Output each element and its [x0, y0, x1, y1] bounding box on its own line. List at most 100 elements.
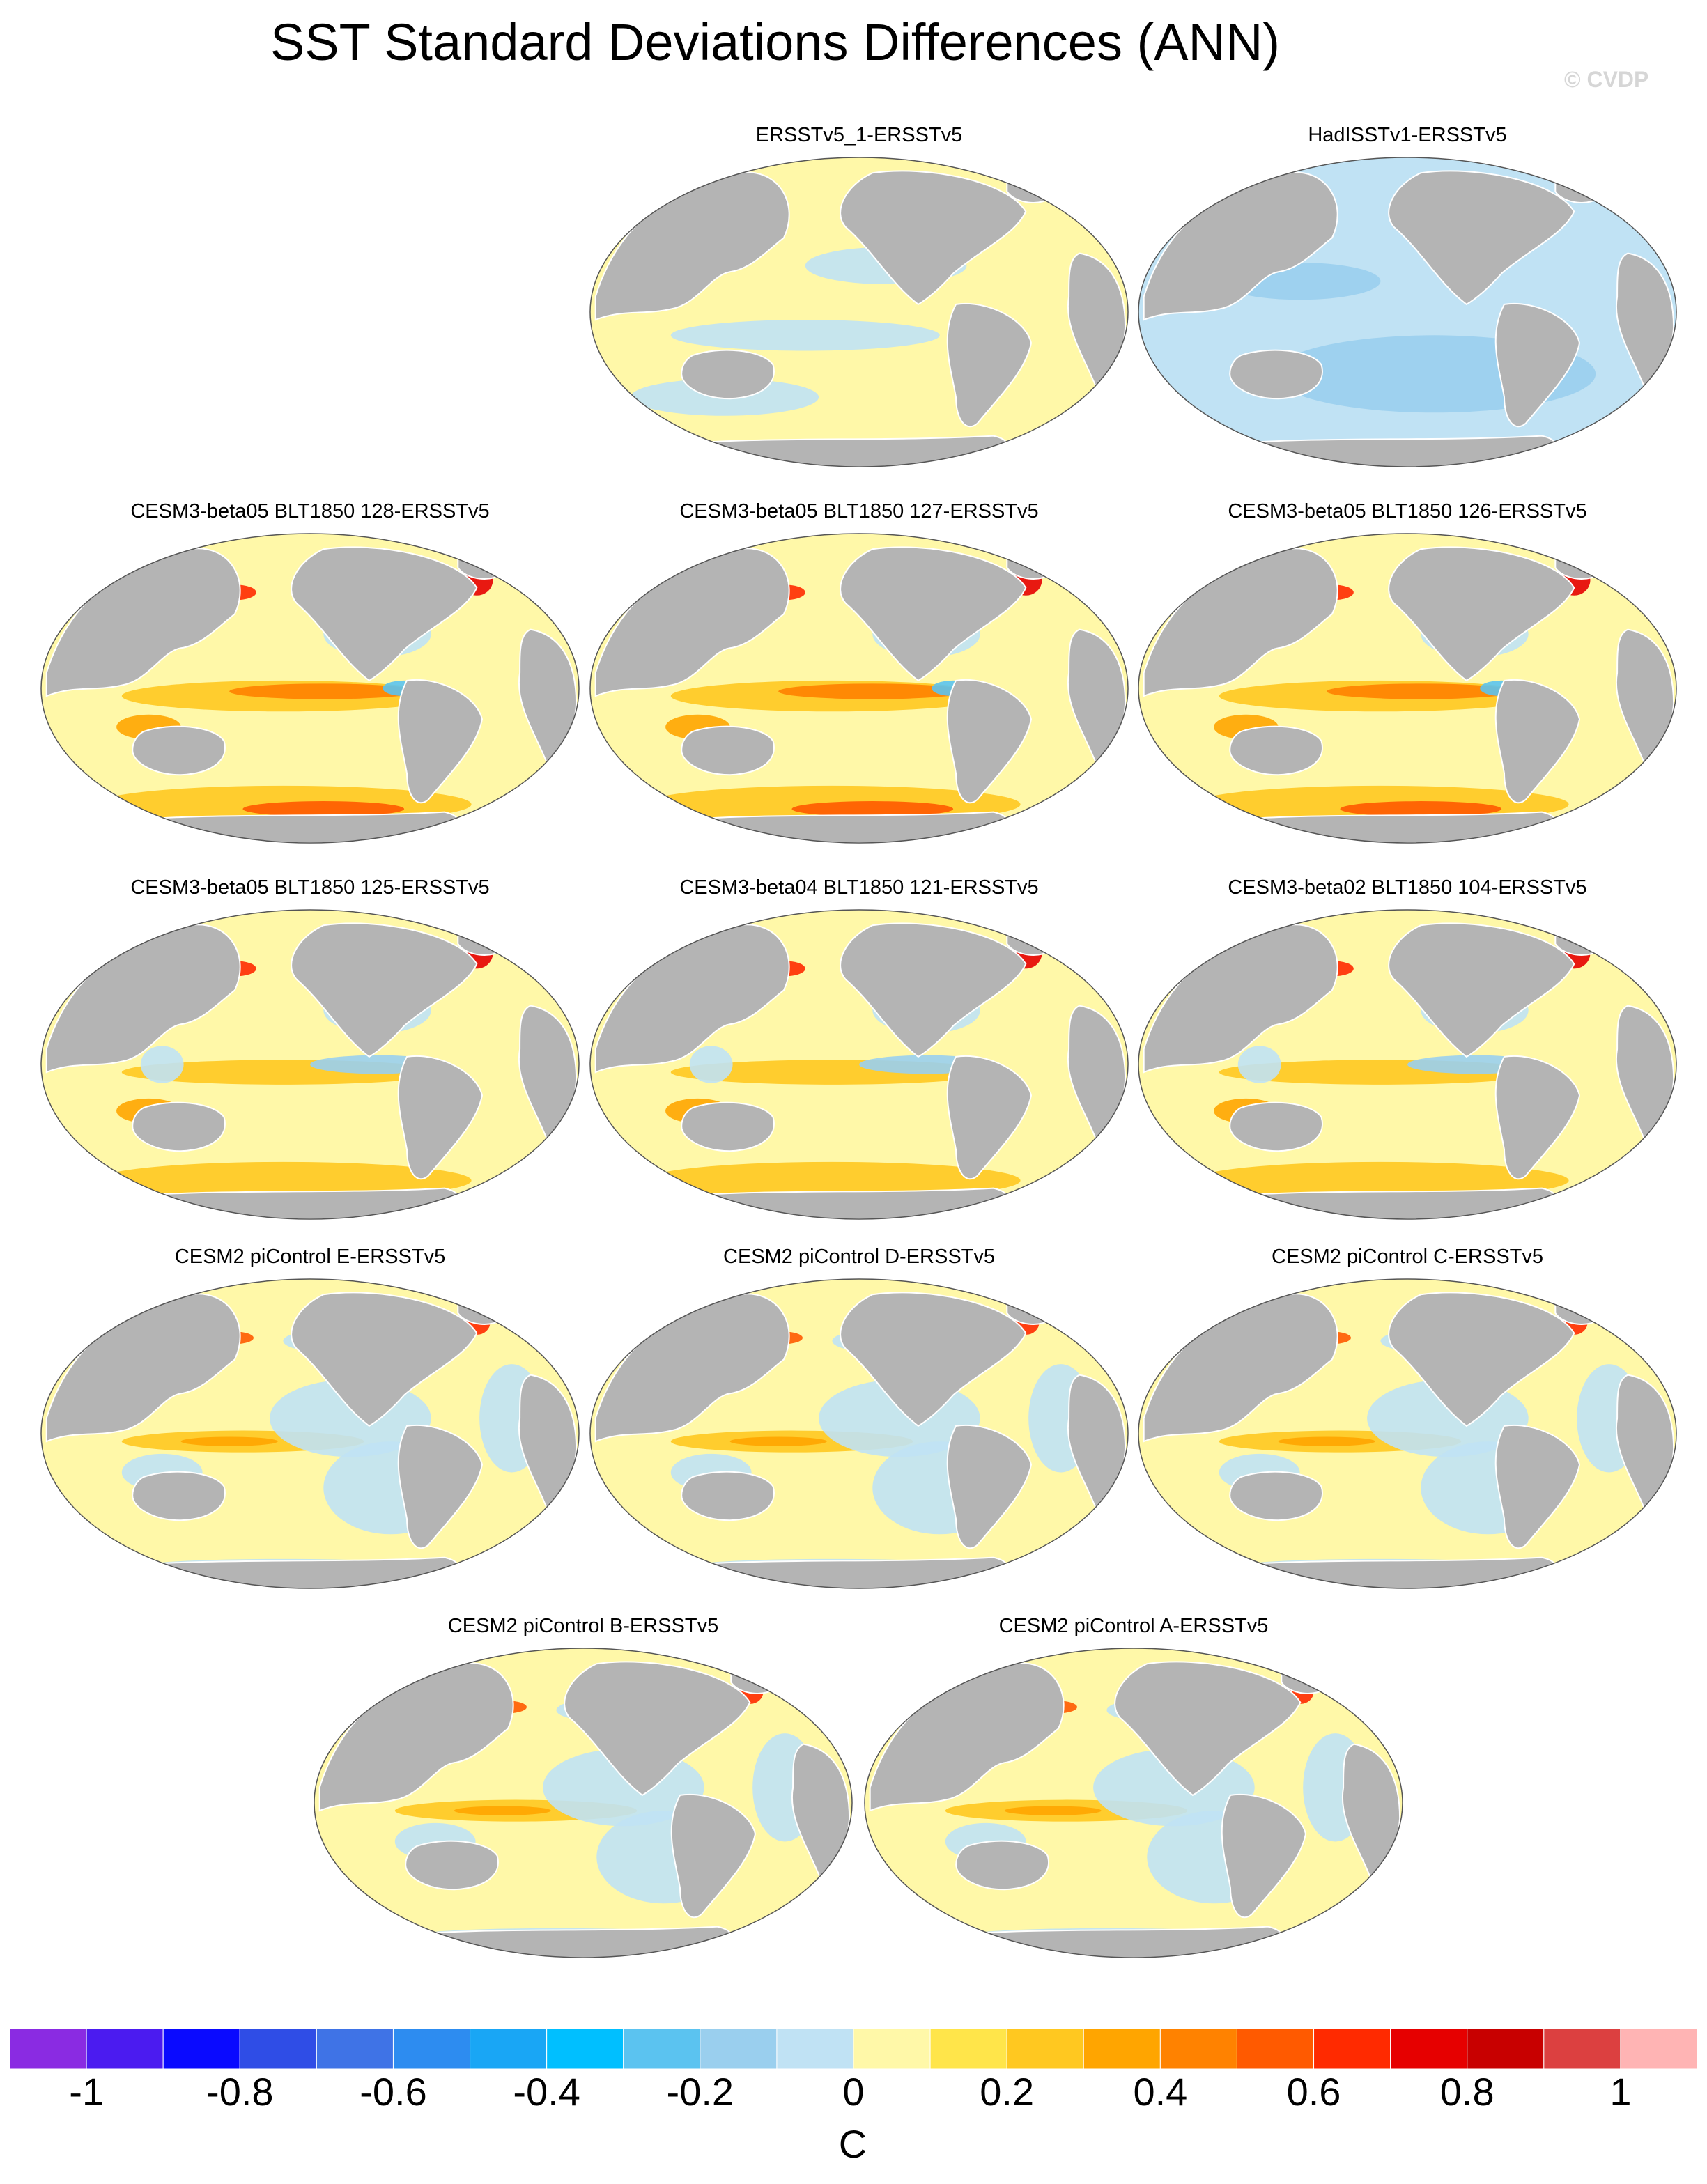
land-namerica [840, 1292, 1027, 1427]
map-outline [589, 157, 1129, 467]
sst-anomaly-blob [729, 1436, 827, 1446]
land-australia [955, 1840, 1049, 1891]
sst-anomaly-blob [180, 1436, 278, 1446]
land-samerica [1494, 1424, 1581, 1549]
colorbar-swatch [1543, 2029, 1621, 2069]
land-namerica [291, 1292, 478, 1427]
land-namerica [840, 170, 1027, 306]
land-namerica [840, 546, 1027, 682]
robinson-map [1138, 1278, 1677, 1589]
colorbar-swatch [546, 2029, 624, 2069]
panel-title: CESM3-beta05 BLT1850 127-ERSSTv5 [679, 500, 1039, 522]
panel-title: CESM3-beta05 BLT1850 126-ERSSTv5 [1228, 500, 1587, 522]
colorbar-swatch [623, 2029, 701, 2069]
robinson-map [864, 1648, 1403, 1958]
map-panel: CESM3-beta02 BLT1850 104-ERSSTv5 [1132, 876, 1683, 1239]
land-australia [681, 725, 775, 776]
sst-anomaly-blob [1327, 683, 1515, 699]
colorbar-tick-label: -0.2 [666, 2070, 734, 2114]
map-outline [314, 1648, 853, 1958]
land-australia [405, 1840, 499, 1891]
map-outline [589, 533, 1129, 844]
land-samerica [946, 1055, 1033, 1180]
land-australia [681, 349, 775, 400]
map-outline [40, 533, 580, 844]
panel-title: CESM3-beta04 BLT1850 121-ERSSTv5 [679, 876, 1039, 899]
sst-anomaly-blob [791, 801, 954, 817]
map-outline [864, 1648, 1403, 1958]
figure-title: SST Standard Deviations Differences (ANN… [270, 13, 1281, 71]
robinson-map [40, 909, 580, 1220]
map-panel: CESM3-beta05 BLT1850 126-ERSSTv5 [1132, 500, 1683, 862]
land-samerica [1221, 1793, 1307, 1919]
sst-anomaly-blob [1340, 801, 1502, 817]
colorbar-swatch [1083, 2029, 1161, 2069]
map-panel: CESM2 piControl B-ERSSTv5 [308, 1615, 858, 1977]
sst-anomaly-blob [778, 683, 967, 699]
robinson-map [589, 1278, 1129, 1589]
panel-title: CESM2 piControl D-ERSSTv5 [723, 1246, 995, 1268]
colorbar-swatch [162, 2029, 240, 2069]
sst-anomaly-blob [1237, 1046, 1281, 1083]
land-namerica [291, 546, 478, 682]
colorbar-swatch [470, 2029, 548, 2069]
robinson-map [40, 1278, 580, 1589]
sst-anomaly-blob [454, 1806, 551, 1815]
panel-title: CESM2 piControl B-ERSSTv5 [447, 1615, 719, 1637]
land-greenland [457, 922, 506, 956]
land-namerica [1388, 546, 1575, 682]
land-namerica [1114, 1661, 1302, 1797]
watermark: © CVDP [1564, 67, 1649, 92]
map-outline [1138, 909, 1677, 1220]
panel-title: CESM3-beta05 BLT1850 125-ERSSTv5 [130, 876, 490, 899]
land-samerica [946, 679, 1033, 804]
robinson-map [1138, 157, 1677, 467]
colorbar-tick-label: 1 [1609, 2070, 1632, 2114]
land-australia [1229, 1101, 1323, 1152]
colorbar-swatch [1159, 2029, 1237, 2069]
sst-anomaly-blob [140, 1046, 184, 1083]
land-greenland [1554, 545, 1603, 580]
panel-title: CESM3-beta05 BLT1850 128-ERSSTv5 [130, 500, 490, 522]
colorbar-tick-label: 0.4 [1133, 2070, 1188, 2114]
map-outline [589, 909, 1129, 1220]
panel-title: CESM2 piControl E-ERSSTv5 [174, 1246, 446, 1268]
colorbar-swatch [929, 2029, 1007, 2069]
sst-anomaly-blob [95, 1161, 472, 1200]
land-samerica [946, 302, 1033, 428]
map-outline [1138, 533, 1677, 844]
colorbar-swatch [1467, 2029, 1545, 2069]
map-panel: CESM2 piControl C-ERSSTv5 [1132, 1246, 1683, 1608]
panel-title: HadISSTv1-ERSSTv5 [1308, 124, 1507, 146]
land-greenland [457, 1291, 506, 1325]
sst-anomaly-blob [670, 320, 940, 351]
land-australia [132, 725, 226, 776]
map-panel: CESM3-beta05 BLT1850 127-ERSSTv5 [584, 500, 1134, 862]
map-panel: ERSSTv5_1-ERSSTv5 [584, 124, 1134, 486]
panel-title: CESM2 piControl A-ERSSTv5 [998, 1615, 1269, 1637]
sst-anomaly-blob [689, 1046, 733, 1083]
sst-anomaly-blob [644, 1161, 1021, 1200]
map-panel: CESM2 piControl E-ERSSTv5 [35, 1246, 585, 1608]
colorbar-unit: C [838, 2122, 867, 2166]
robinson-map [589, 157, 1129, 467]
land-greenland [1554, 1291, 1603, 1325]
colorbar-swatch [700, 2029, 778, 2069]
land-namerica [1388, 170, 1575, 306]
panel-title: ERSSTv5_1-ERSSTv5 [755, 124, 963, 146]
sst-anomaly-blob [1004, 1806, 1102, 1815]
colorbar [10, 2029, 1697, 2069]
land-greenland [730, 1660, 779, 1694]
land-australia [1229, 1471, 1323, 1521]
colorbar-swatch [10, 2029, 87, 2069]
colorbar-swatch [392, 2029, 471, 2069]
colorbar-swatch [853, 2029, 931, 2069]
map-outline [1138, 157, 1677, 467]
sst-anomaly-blob [242, 801, 405, 817]
map-panel: CESM3-beta05 BLT1850 125-ERSSTv5 [35, 876, 585, 1239]
map-outline [40, 909, 580, 1220]
map-outline [40, 1278, 580, 1589]
colorbar-tick-label: -1 [69, 2070, 104, 2114]
sst-anomaly-blob [1192, 1161, 1569, 1200]
land-australia [681, 1101, 775, 1152]
